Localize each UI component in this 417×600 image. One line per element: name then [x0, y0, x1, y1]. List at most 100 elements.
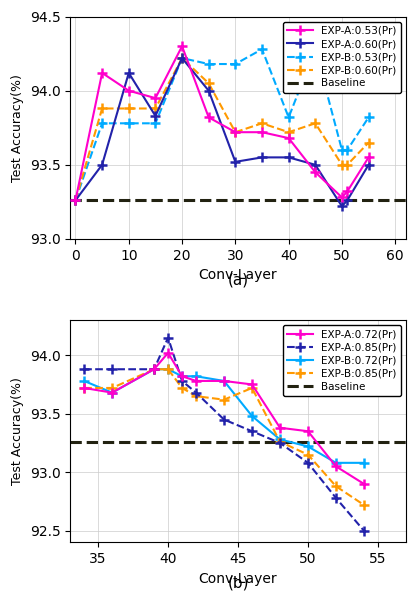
EXP-A:0.72(Pr) — [221, 377, 226, 385]
Line: EXP-B:0.60(Pr): EXP-B:0.60(Pr) — [70, 53, 374, 205]
EXP-A:0.53(Pr) — [126, 87, 131, 94]
EXP-A:0.53(Pr) — [206, 114, 211, 121]
EXP-B:0.72(Pr) — [306, 443, 311, 450]
EXP-B:0.72(Pr) — [334, 459, 339, 466]
EXP-B:0.85(Pr) — [193, 392, 198, 400]
EXP-A:0.72(Pr) — [306, 428, 311, 435]
Line: EXP-A:0.85(Pr): EXP-A:0.85(Pr) — [79, 333, 369, 536]
EXP-B:0.60(Pr) — [206, 80, 211, 87]
EXP-B:0.60(Pr) — [286, 128, 291, 136]
EXP-A:0.60(Pr) — [153, 112, 158, 119]
Line: EXP-A:0.60(Pr): EXP-A:0.60(Pr) — [70, 53, 374, 211]
EXP-B:0.53(Pr) — [100, 120, 105, 127]
EXP-A:0.60(Pr) — [286, 154, 291, 161]
Line: EXP-A:0.72(Pr): EXP-A:0.72(Pr) — [79, 348, 369, 489]
Line: EXP-B:0.72(Pr): EXP-B:0.72(Pr) — [79, 364, 369, 467]
EXP-A:0.85(Pr) — [221, 416, 226, 423]
EXP-A:0.60(Pr) — [180, 55, 185, 62]
EXP-B:0.85(Pr) — [180, 385, 185, 392]
EXP-B:0.72(Pr) — [221, 377, 226, 385]
EXP-A:0.85(Pr) — [151, 365, 156, 373]
EXP-A:0.85(Pr) — [362, 527, 367, 534]
EXP-B:0.60(Pr) — [233, 128, 238, 136]
EXP-A:0.60(Pr) — [345, 197, 350, 204]
EXP-B:0.85(Pr) — [306, 451, 311, 458]
EXP-B:0.60(Pr) — [339, 161, 344, 169]
EXP-B:0.85(Pr) — [249, 385, 254, 392]
Text: (a): (a) — [227, 272, 249, 287]
Baseline — [73, 197, 78, 204]
EXP-B:0.85(Pr) — [151, 365, 156, 373]
Text: (b): (b) — [227, 576, 249, 591]
Baseline — [78, 197, 83, 204]
EXP-B:0.60(Pr) — [73, 197, 78, 204]
EXP-B:0.85(Pr) — [277, 438, 282, 445]
EXP-A:0.53(Pr) — [180, 43, 185, 50]
EXP-B:0.72(Pr) — [180, 373, 185, 380]
EXP-A:0.53(Pr) — [73, 197, 78, 204]
EXP-A:0.72(Pr) — [110, 389, 115, 396]
EXP-B:0.72(Pr) — [193, 373, 198, 380]
EXP-A:0.85(Pr) — [334, 494, 339, 502]
EXP-A:0.72(Pr) — [193, 377, 198, 385]
EXP-A:0.53(Pr) — [339, 194, 344, 201]
Y-axis label: Test Accuracy(%): Test Accuracy(%) — [11, 74, 24, 182]
EXP-A:0.72(Pr) — [277, 424, 282, 431]
EXP-A:0.53(Pr) — [100, 70, 105, 77]
EXP-A:0.53(Pr) — [345, 188, 350, 195]
Line: EXP-B:0.85(Pr): EXP-B:0.85(Pr) — [79, 364, 369, 510]
EXP-A:0.60(Pr) — [313, 161, 318, 169]
Line: EXP-A:0.53(Pr): EXP-A:0.53(Pr) — [70, 41, 374, 205]
Legend: EXP-A:0.53(Pr), EXP-A:0.60(Pr), EXP-B:0.53(Pr), EXP-B:0.60(Pr), Baseline: EXP-A:0.53(Pr), EXP-A:0.60(Pr), EXP-B:0.… — [283, 22, 401, 92]
EXP-B:0.60(Pr) — [100, 105, 105, 112]
EXP-A:0.53(Pr) — [153, 95, 158, 102]
EXP-A:0.53(Pr) — [233, 128, 238, 136]
EXP-B:0.60(Pr) — [126, 105, 131, 112]
EXP-B:0.53(Pr) — [180, 55, 185, 62]
EXP-A:0.60(Pr) — [73, 197, 78, 204]
EXP-A:0.72(Pr) — [151, 365, 156, 373]
EXP-A:0.60(Pr) — [126, 70, 131, 77]
EXP-A:0.53(Pr) — [286, 134, 291, 142]
EXP-B:0.60(Pr) — [313, 120, 318, 127]
EXP-B:0.85(Pr) — [221, 396, 226, 403]
EXP-A:0.72(Pr) — [180, 373, 185, 380]
EXP-B:0.53(Pr) — [286, 114, 291, 121]
EXP-B:0.85(Pr) — [334, 482, 339, 490]
EXP-B:0.53(Pr) — [345, 146, 350, 154]
EXP-B:0.72(Pr) — [82, 377, 87, 385]
EXP-A:0.60(Pr) — [206, 87, 211, 94]
X-axis label: Conv-Layer: Conv-Layer — [199, 268, 277, 282]
EXP-B:0.53(Pr) — [126, 120, 131, 127]
EXP-B:0.53(Pr) — [73, 197, 78, 204]
EXP-A:0.60(Pr) — [339, 203, 344, 210]
EXP-B:0.72(Pr) — [166, 365, 171, 373]
EXP-B:0.53(Pr) — [233, 61, 238, 68]
EXP-B:0.60(Pr) — [366, 139, 371, 146]
EXP-B:0.85(Pr) — [362, 502, 367, 509]
EXP-A:0.85(Pr) — [166, 334, 171, 341]
EXP-A:0.72(Pr) — [166, 349, 171, 356]
Y-axis label: Test Accuracy(%): Test Accuracy(%) — [11, 377, 24, 485]
EXP-B:0.53(Pr) — [366, 114, 371, 121]
EXP-B:0.72(Pr) — [110, 389, 115, 396]
EXP-B:0.60(Pr) — [180, 55, 185, 62]
EXP-B:0.72(Pr) — [249, 412, 254, 419]
EXP-A:0.85(Pr) — [306, 459, 311, 466]
EXP-A:0.72(Pr) — [249, 381, 254, 388]
EXP-A:0.53(Pr) — [313, 169, 318, 176]
EXP-A:0.53(Pr) — [259, 128, 264, 136]
EXP-B:0.60(Pr) — [345, 161, 350, 169]
EXP-B:0.72(Pr) — [362, 459, 367, 466]
EXP-A:0.85(Pr) — [110, 365, 115, 373]
EXP-B:0.53(Pr) — [206, 61, 211, 68]
EXP-A:0.72(Pr) — [334, 463, 339, 470]
EXP-B:0.85(Pr) — [110, 385, 115, 392]
EXP-A:0.85(Pr) — [193, 389, 198, 396]
EXP-A:0.85(Pr) — [82, 365, 87, 373]
X-axis label: Conv-Layer: Conv-Layer — [199, 572, 277, 586]
EXP-B:0.72(Pr) — [277, 436, 282, 443]
EXP-B:0.72(Pr) — [151, 365, 156, 373]
EXP-A:0.60(Pr) — [366, 161, 371, 169]
EXP-B:0.53(Pr) — [313, 46, 318, 53]
